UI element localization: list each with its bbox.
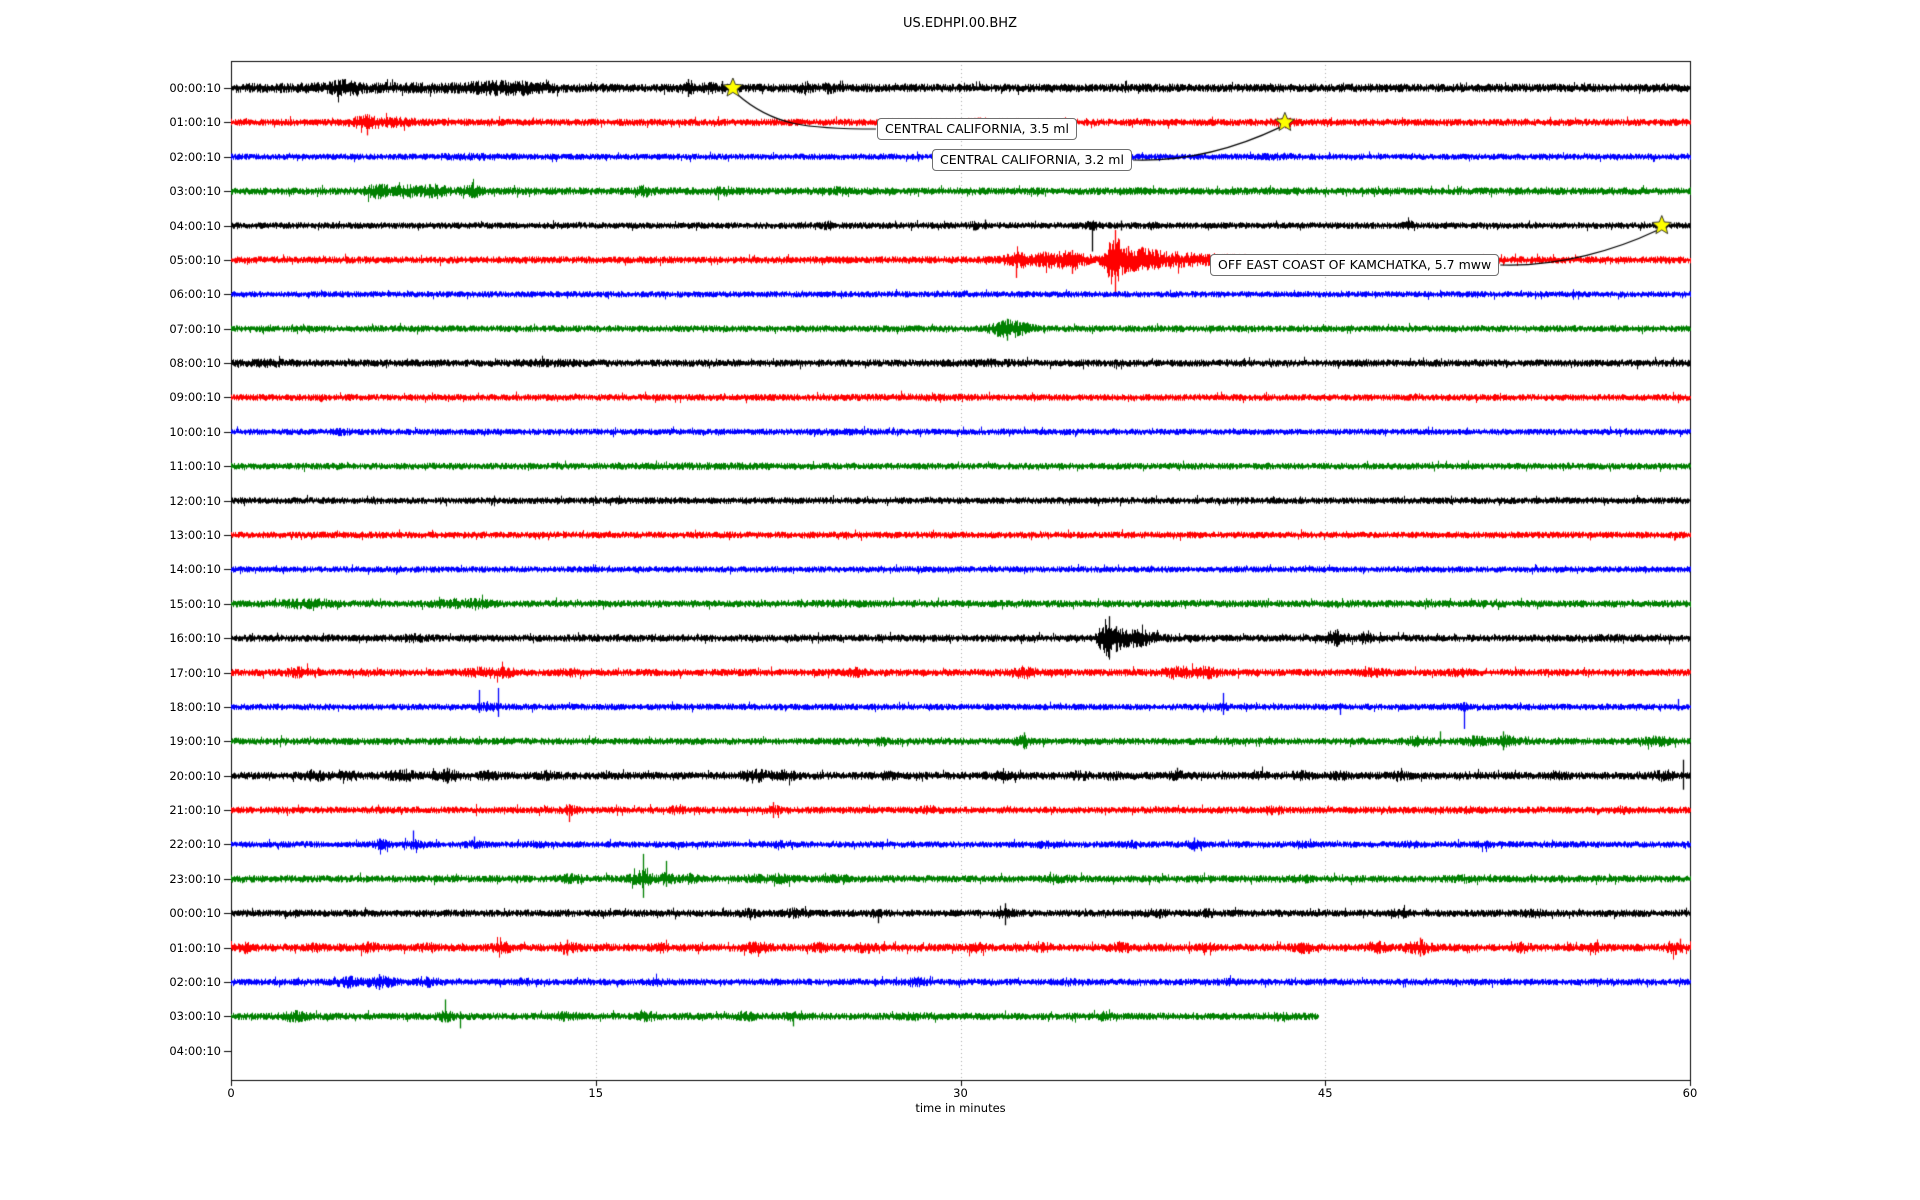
- y-tick-label: 13:00:10: [169, 528, 221, 542]
- y-tick-label: 03:00:10: [169, 184, 221, 199]
- page-title: US.EDHPI.00.BHZ: [903, 16, 1017, 31]
- y-tick-label: 03:00:10: [169, 1009, 221, 1024]
- y-tick-label: 01:00:10: [169, 115, 221, 130]
- y-tick-label: 02:00:10: [169, 975, 221, 989]
- x-tick-label: 0: [227, 1086, 235, 1100]
- y-tick-label: 11:00:10: [169, 459, 221, 474]
- event-annotation: OFF EAST COAST OF KAMCHATKA, 5.7 mww: [1210, 254, 1500, 276]
- y-tick-label: 10:00:10: [169, 424, 221, 439]
- y-tick-label: 15:00:10: [169, 596, 221, 611]
- y-tick-label: 23:00:10: [169, 871, 221, 886]
- y-tick-label: 21:00:10: [169, 803, 221, 818]
- y-tick-label: 22:00:10: [169, 837, 221, 852]
- y-tick-label: 07:00:10: [169, 321, 221, 336]
- y-tick-label: 00:00:10: [169, 906, 221, 921]
- y-tick-label: 14:00:10: [169, 562, 221, 577]
- y-tick-label: 09:00:10: [169, 390, 221, 405]
- y-tick-label: 06:00:10: [169, 287, 221, 302]
- y-tick-label: 02:00:10: [169, 149, 221, 164]
- y-tick-label: 00:00:10: [169, 81, 221, 95]
- x-tick-label: 60: [1682, 1086, 1698, 1100]
- y-tick-label: 16:00:10: [169, 631, 221, 646]
- x-tick-label: 30: [953, 1086, 968, 1100]
- y-tick-label: 17:00:10: [169, 665, 221, 680]
- y-tick-label: 12:00:10: [169, 493, 221, 508]
- y-tick-label: 01:00:10: [169, 940, 221, 955]
- x-tick-label: 45: [1317, 1086, 1333, 1100]
- event-annotation: CENTRAL CALIFORNIA, 3.5 ml: [877, 118, 1077, 140]
- x-tick-label: 15: [588, 1086, 604, 1100]
- y-tick-label: 18:00:10: [169, 699, 221, 714]
- y-tick-label: 05:00:10: [169, 252, 221, 267]
- y-tick-label: 08:00:10: [169, 356, 221, 371]
- y-tick-label: 04:00:10: [169, 1043, 221, 1058]
- y-tick-label: 19:00:10: [169, 734, 221, 749]
- x-axis-label: time in minutes: [915, 1101, 1006, 1115]
- event-annotation: CENTRAL CALIFORNIA, 3.2 ml: [932, 149, 1132, 171]
- y-tick-label: 04:00:10: [169, 218, 221, 233]
- y-tick-label: 20:00:10: [169, 768, 221, 783]
